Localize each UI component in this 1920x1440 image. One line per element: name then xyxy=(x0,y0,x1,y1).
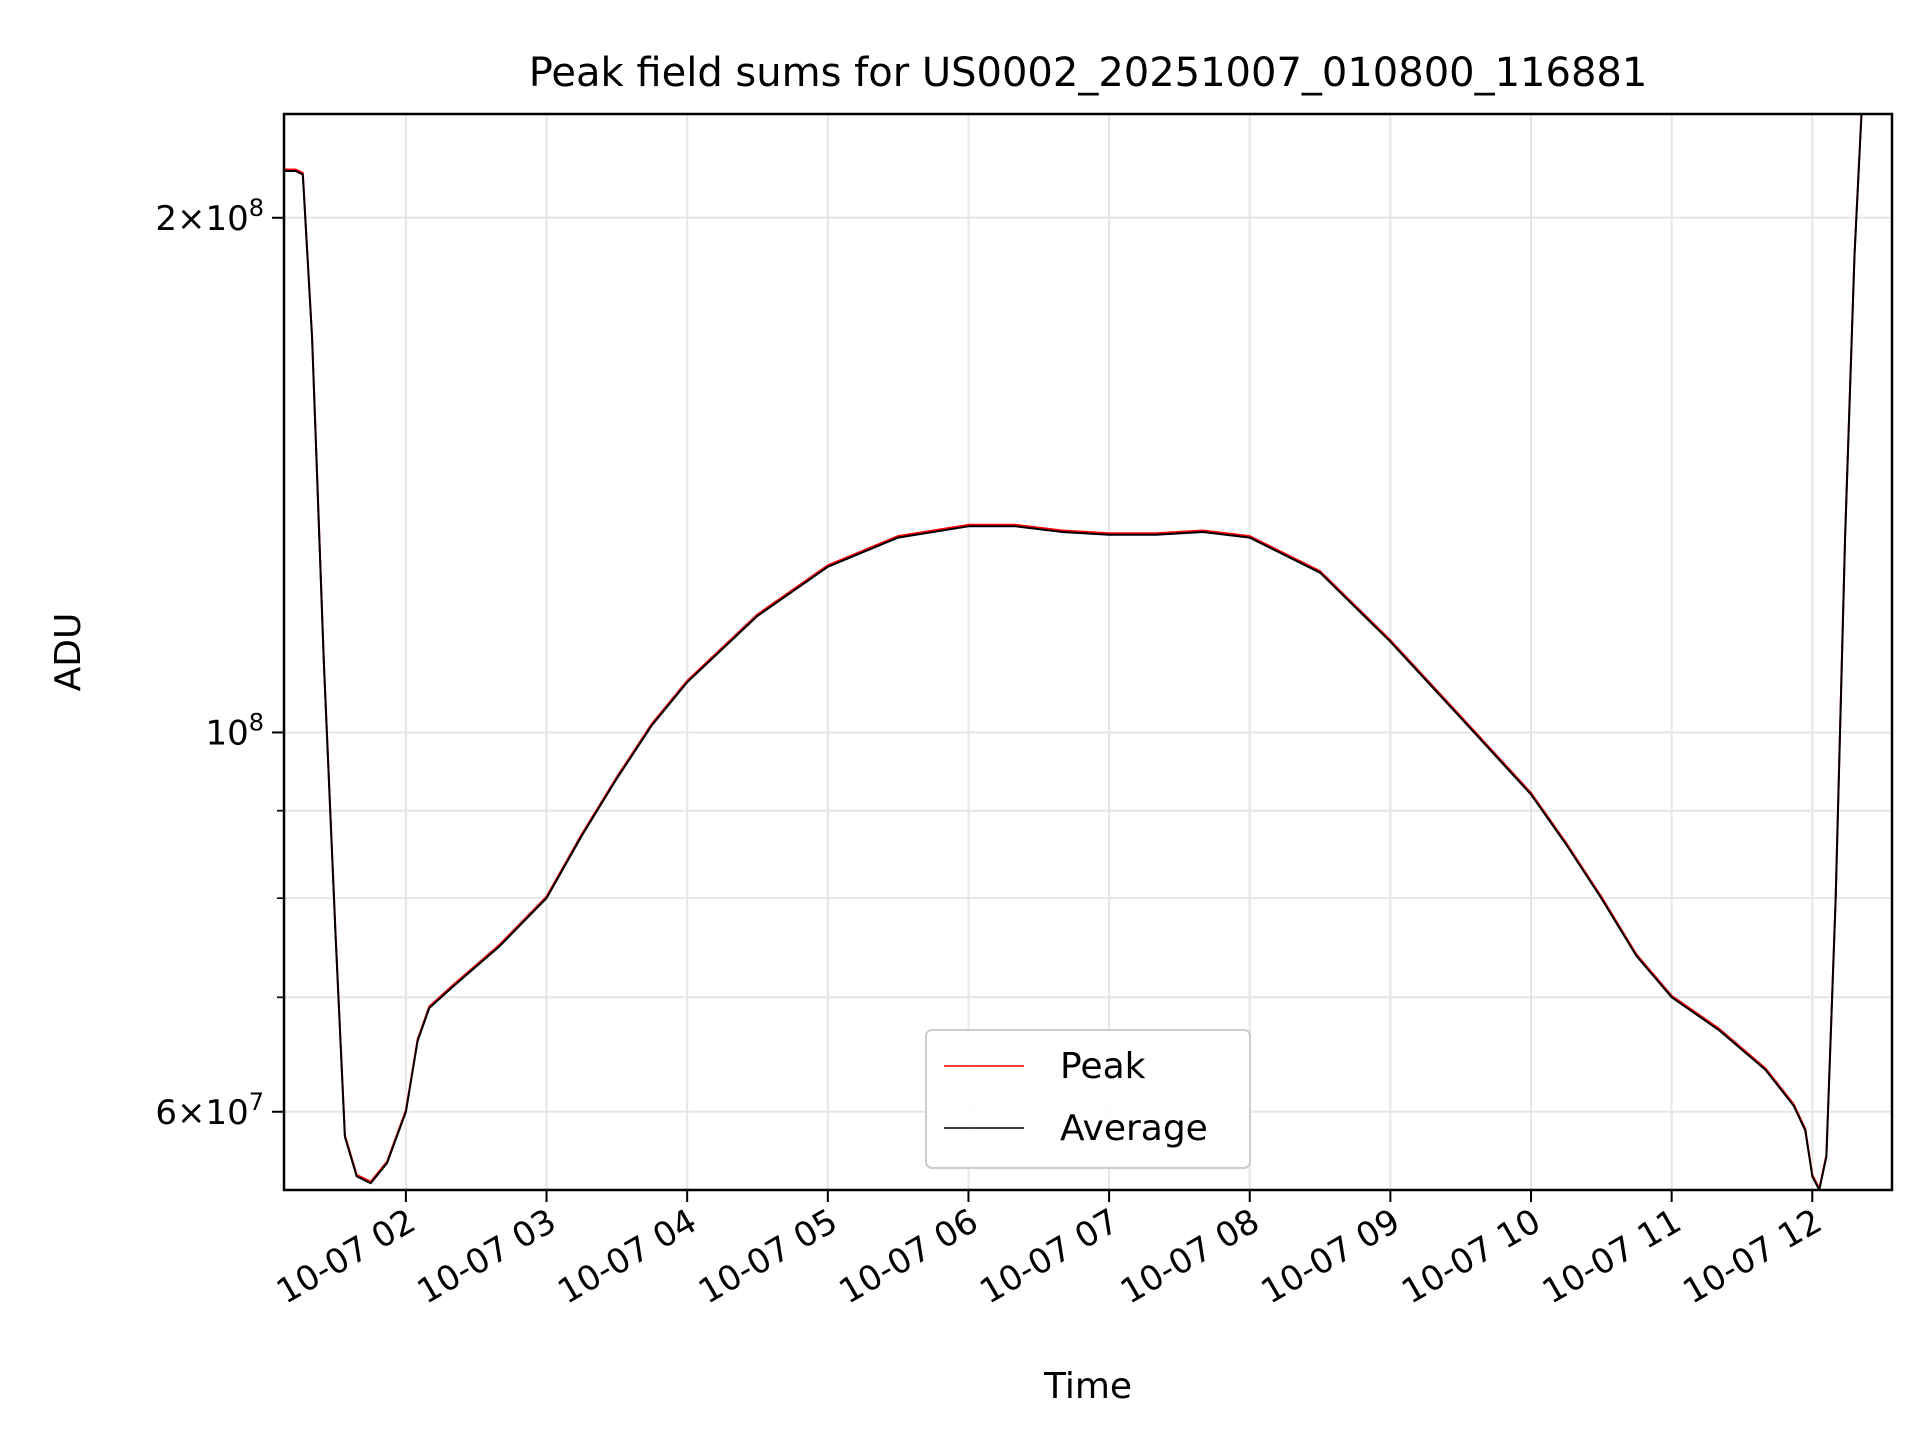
x-tick-label: 10-07 11 xyxy=(1536,1201,1688,1312)
x-tick-label: 10-07 07 xyxy=(973,1201,1125,1312)
x-tick-label: 10-07 05 xyxy=(692,1201,844,1312)
grid-layer xyxy=(284,114,1892,1190)
legend-label-peak: Peak xyxy=(1060,1046,1146,1087)
x-tick-label: 10-07 08 xyxy=(1114,1201,1266,1312)
legend: Peak Average xyxy=(925,1029,1251,1169)
x-tick-label: 10-07 12 xyxy=(1676,1201,1828,1312)
plot-frame xyxy=(282,112,1894,1192)
legend-box xyxy=(925,1029,1251,1169)
x-tick-label: 10-07 10 xyxy=(1395,1201,1547,1312)
y-tick-label: 2×108 xyxy=(155,194,264,239)
x-tick-label: 10-07 02 xyxy=(270,1201,422,1312)
x-tick-label: 10-07 09 xyxy=(1254,1201,1406,1312)
y-axis-label: ADU xyxy=(48,613,89,692)
y-tick-label: 6×107 xyxy=(155,1088,264,1133)
x-tick-label: 10-07 06 xyxy=(833,1201,985,1312)
x-tick-label: 10-07 03 xyxy=(411,1201,563,1312)
y-tick-label: 108 xyxy=(205,708,264,753)
chart-title: Peak field sums for US0002_20251007_0108… xyxy=(529,50,1648,96)
legend-label-average: Average xyxy=(1060,1108,1208,1149)
series-layer xyxy=(284,114,1863,1190)
x-tick-label: 10-07 04 xyxy=(551,1201,703,1312)
series-line-average xyxy=(284,114,1863,1190)
series-line-peak xyxy=(284,114,1863,1190)
x-axis-label: Time xyxy=(1043,1366,1132,1407)
